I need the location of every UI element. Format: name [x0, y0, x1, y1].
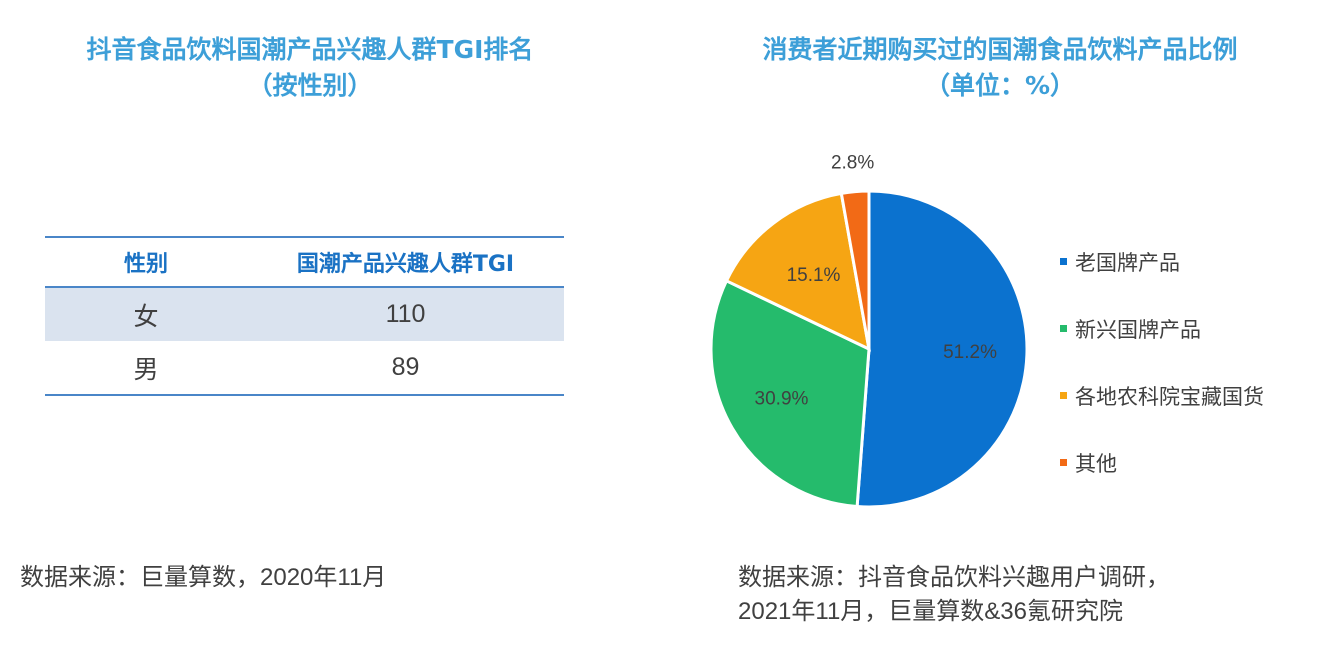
- left-title-line2: （按性别）: [247, 71, 373, 100]
- legend-item: 各地农科院宝藏国货: [1060, 362, 1264, 429]
- table-header-row: 性别 国潮产品兴趣人群TGI: [45, 236, 564, 288]
- pie-data-label: 51.2%: [943, 342, 997, 363]
- pie-slice: [709, 278, 871, 509]
- pie-legend: 老国牌产品 新兴国牌产品 各地农科院宝藏国货 其他: [1060, 228, 1264, 496]
- tgi-table: 性别 国潮产品兴趣人群TGI 女 110 男 89: [45, 236, 564, 396]
- table-row: 女 110: [45, 287, 564, 341]
- legend-swatch: [1060, 325, 1067, 332]
- right-title-line1: 消费者近期购买过的国潮食品饮料产品比例: [762, 35, 1238, 64]
- left-chart-title: 抖音食品饮料国潮产品兴趣人群TGI排名 （按性别）: [20, 32, 600, 104]
- legend-swatch: [1060, 459, 1067, 466]
- table-row: 男 89: [45, 341, 564, 396]
- right-source-line2: 2021年11月，巨量算数&36氪研究院: [738, 598, 1124, 625]
- legend-item: 其他: [1060, 429, 1264, 496]
- pie-data-label: 30.9%: [755, 389, 809, 410]
- header-gender: 性别: [45, 236, 247, 288]
- right-source-note: 数据来源：抖音食品饮料兴趣用户调研， 2021年11月，巨量算数&36氪研究院: [738, 561, 1170, 629]
- cell-gender: 女: [45, 287, 247, 341]
- pie-data-label: 15.1%: [787, 265, 841, 286]
- right-source-line1: 数据来源：抖音食品饮料兴趣用户调研，: [738, 564, 1170, 591]
- header-tgi: 国潮产品兴趣人群TGI: [247, 236, 564, 288]
- pie-slice: [724, 191, 871, 352]
- right-chart-title: 消费者近期购买过的国潮食品饮料产品比例 （单位：%）: [700, 32, 1300, 104]
- legend-swatch: [1060, 258, 1067, 265]
- left-title-line1: 抖音食品饮料国潮产品兴趣人群TGI排名: [86, 35, 534, 64]
- cell-gender: 男: [45, 341, 247, 396]
- legend-label: 新兴国牌产品: [1075, 318, 1201, 342]
- legend-label: 其他: [1075, 452, 1117, 476]
- legend-item: 老国牌产品: [1060, 228, 1264, 295]
- left-source-note: 数据来源：巨量算数，2020年11月: [20, 564, 387, 591]
- legend-item: 新兴国牌产品: [1060, 295, 1264, 362]
- pie-chart: 51.2% 30.9% 15.1% 2.8%: [709, 152, 1029, 509]
- pie-slice: [855, 189, 1029, 509]
- pie-slice: [839, 189, 871, 350]
- pie-data-label: 2.8%: [831, 152, 874, 173]
- legend-label: 老国牌产品: [1075, 251, 1180, 275]
- legend-label: 各地农科院宝藏国货: [1075, 385, 1264, 409]
- cell-tgi: 89: [247, 341, 564, 396]
- cell-tgi: 110: [247, 287, 564, 341]
- legend-swatch: [1060, 392, 1067, 399]
- right-title-line2: （单位：%）: [924, 71, 1076, 100]
